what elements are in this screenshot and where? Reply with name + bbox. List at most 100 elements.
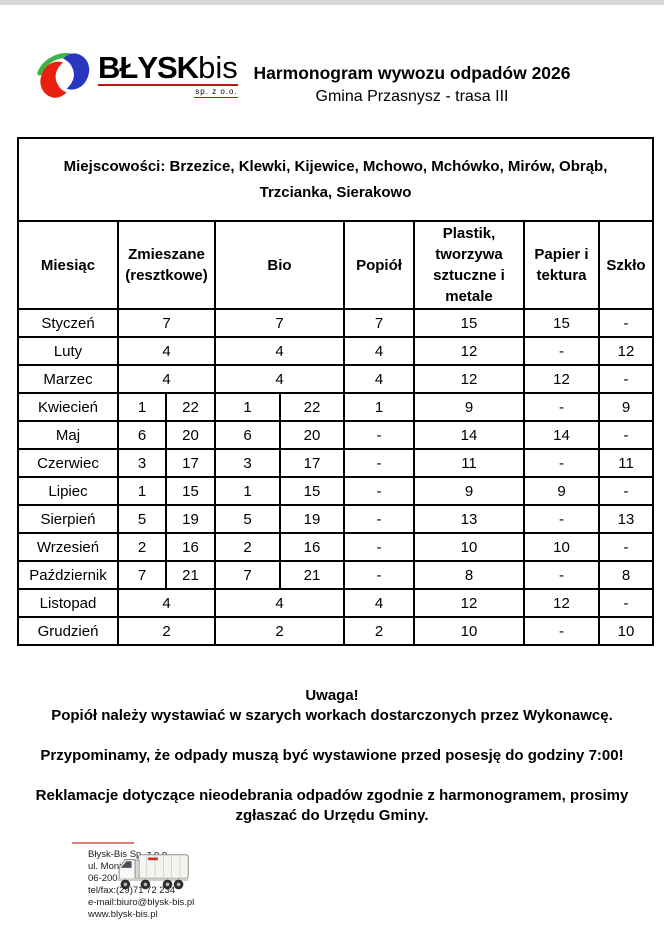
- value-cell: 13: [413, 504, 525, 534]
- schedule-row: Lipiec 1 15 1 15-9 9-: [17, 476, 655, 506]
- value-cell: 5: [214, 504, 281, 534]
- col-header-bio: Bio: [214, 220, 345, 310]
- value-cell: 9: [413, 476, 525, 506]
- value-cell: -: [597, 364, 655, 394]
- col-header-mixed: Zmieszane (resztkowe): [117, 220, 216, 310]
- schedule-row: Luty 4 4 4 12-12: [17, 336, 655, 366]
- value-cell: -: [597, 308, 655, 338]
- note-attention: Uwaga!: [305, 687, 359, 704]
- company-logo: BŁYSKbis sp. z o.o.: [30, 44, 238, 106]
- value-cell: 4: [117, 336, 216, 366]
- col-header-month: Miesiąc: [17, 220, 119, 310]
- value-cell: -: [523, 336, 600, 366]
- value-cell: 9: [523, 476, 600, 506]
- value-cell: 6: [214, 420, 281, 450]
- value-cell: 15: [279, 476, 345, 506]
- brand-subtext-underline: [193, 96, 238, 98]
- value-cell: -: [597, 476, 655, 506]
- value-cell: 1: [117, 476, 167, 506]
- month-cell: Styczeń: [17, 308, 119, 338]
- value-cell: 7: [343, 308, 415, 338]
- value-cell: 4: [343, 336, 415, 366]
- month-cell: Marzec: [17, 364, 119, 394]
- company-email: e-mail:biuro@blysk-bis.pl: [88, 897, 195, 908]
- brand-main: BŁYSK: [98, 49, 199, 85]
- value-cell: 1: [117, 392, 167, 422]
- localities-cell: Miejscowości: Brzezice, Klewki, Kijewice…: [16, 137, 655, 222]
- value-cell: 2: [117, 532, 167, 562]
- note-deadline: Przypominamy, że odpady muszą być wystaw…: [40, 747, 624, 764]
- value-cell: 11: [597, 448, 655, 478]
- value-cell: 16: [279, 532, 345, 562]
- value-cell: 12: [413, 588, 525, 618]
- company-website: www.blysk-bis.pl: [88, 909, 158, 920]
- brand-name: BŁYSKbis: [98, 49, 238, 85]
- value-cell: 3: [214, 448, 281, 478]
- month-cell: Grudzień: [17, 616, 119, 646]
- value-cell: -: [597, 532, 655, 562]
- value-cell: 19: [279, 504, 345, 534]
- value-cell: 6: [117, 420, 167, 450]
- value-cell: 22: [279, 392, 345, 422]
- value-cell: 1: [214, 476, 281, 506]
- schedule-row: Listopad 4 4 4 12 12-: [17, 588, 655, 618]
- value-cell: 19: [165, 504, 216, 534]
- value-cell: 7: [117, 308, 216, 338]
- value-cell: 21: [279, 560, 345, 590]
- value-cell: 8: [597, 560, 655, 590]
- value-cell: 2: [214, 532, 281, 562]
- schedule-row: Sierpień 5 19 5 19-13-13: [17, 504, 655, 534]
- value-cell: 17: [165, 448, 216, 478]
- note-complaints: Reklamacje dotyczące nieodebrania odpadó…: [35, 787, 629, 824]
- value-cell: 8: [413, 560, 525, 590]
- month-cell: Maj: [17, 420, 119, 450]
- logo-swirl-icon: [37, 53, 90, 98]
- value-cell: 10: [413, 532, 525, 562]
- value-cell: 2: [343, 616, 415, 646]
- schedule-row: Marzec 4 4 4 12 12-: [17, 364, 655, 394]
- col-header-paper: Papier i tektura: [523, 220, 600, 310]
- value-cell: 2: [214, 616, 345, 646]
- col-header-glass: Szkło: [597, 220, 655, 310]
- value-cell: 15: [523, 308, 600, 338]
- schedule-table: Miejscowości: Brzezice, Klewki, Kijewice…: [16, 137, 655, 646]
- value-cell: 3: [117, 448, 167, 478]
- value-cell: 4: [214, 588, 345, 618]
- localities-row: Miejscowości: Brzezice, Klewki, Kijewice…: [16, 137, 655, 222]
- value-cell: 22: [165, 392, 216, 422]
- value-cell: 14: [413, 420, 525, 450]
- col-header-ash: Popiół: [343, 220, 415, 310]
- schedule-row: Grudzień 2 2 2 10-10: [17, 616, 655, 646]
- brand-suffix: bis: [198, 49, 238, 85]
- value-cell: -: [523, 616, 600, 646]
- value-cell: 21: [165, 560, 216, 590]
- value-cell: 20: [279, 420, 345, 450]
- value-cell: 10: [413, 616, 525, 646]
- value-cell: 4: [214, 336, 345, 366]
- col-header-plastic: Plastik, tworzywa sztuczne i metale: [413, 220, 525, 310]
- schedule-row: Maj 6 20 6 20-14 14-: [17, 420, 655, 450]
- footer-rule: [72, 842, 134, 844]
- value-cell: 12: [413, 336, 525, 366]
- title-block: Harmonogram wywozu odpadów 2026 Gmina Pr…: [200, 62, 624, 107]
- value-cell: 16: [165, 532, 216, 562]
- value-cell: -: [523, 392, 600, 422]
- value-cell: 7: [117, 560, 167, 590]
- value-cell: -: [523, 504, 600, 534]
- month-cell: Sierpień: [17, 504, 119, 534]
- value-cell: -: [343, 504, 415, 534]
- logo-text: BŁYSKbis sp. z o.o.: [98, 49, 238, 98]
- value-cell: -: [343, 448, 415, 478]
- brand-underline: [98, 83, 238, 86]
- value-cell: 1: [214, 392, 281, 422]
- month-cell: Kwiecień: [17, 392, 119, 422]
- month-cell: Lipiec: [17, 476, 119, 506]
- page-title: Harmonogram wywozu odpadów 2026: [253, 63, 571, 83]
- value-cell: 10: [597, 616, 655, 646]
- value-cell: 4: [343, 588, 415, 618]
- column-header-row: Miesiąc Zmieszane (resztkowe) Bio Popiół…: [17, 220, 655, 310]
- notes-block: Uwaga! Popiół należy wystawiać w szarych…: [0, 686, 664, 826]
- value-cell: 12: [523, 588, 600, 618]
- month-cell: Listopad: [17, 588, 119, 618]
- brand-subtext: sp. z o.o.: [195, 86, 238, 96]
